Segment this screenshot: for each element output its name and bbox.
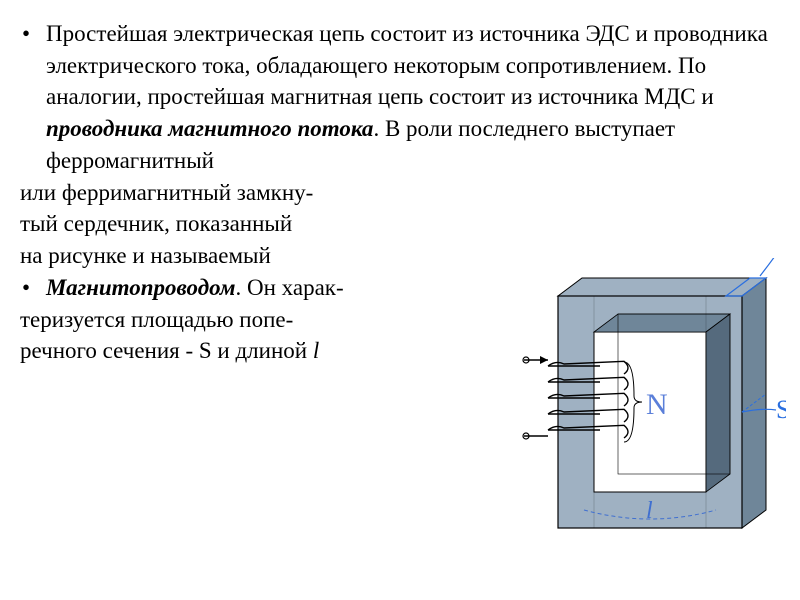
magnetic-core-figure: NS1Sl <box>522 258 786 568</box>
bullet-mark: • <box>22 18 30 50</box>
paragraph-1a: Простейшая электрическая цепь состоит из… <box>46 21 768 109</box>
svg-text:l: l <box>646 498 653 524</box>
core-svg: NS1Sl <box>522 258 786 568</box>
paragraph-1b: проводника магнитного потока <box>46 116 373 141</box>
paragraph-3: тый сердечник, показанный <box>20 211 292 236</box>
bullet-item-1: • Простейшая электрическая цепь состоит … <box>46 18 770 177</box>
paragraph-7b: l <box>313 338 319 363</box>
paragraph-2: или ферримагнитный замкну- <box>20 180 313 205</box>
paragraph-6: теризуется площадью попе- <box>20 307 293 332</box>
line-3: тый сердечник, показанный <box>20 208 770 240</box>
bullet-mark-2: • <box>22 272 30 304</box>
paragraph-7a: речного сечения - S и длиной <box>20 338 313 363</box>
paragraph-5b: . Он харак- <box>236 275 344 300</box>
line-2: или ферримагнитный замкну- <box>20 177 770 209</box>
svg-text:S: S <box>776 395 786 424</box>
svg-text:N: N <box>646 388 668 421</box>
paragraph-5a: Магнитопроводом <box>46 275 236 300</box>
paragraph-4: на рисунке и называемый <box>20 243 271 268</box>
